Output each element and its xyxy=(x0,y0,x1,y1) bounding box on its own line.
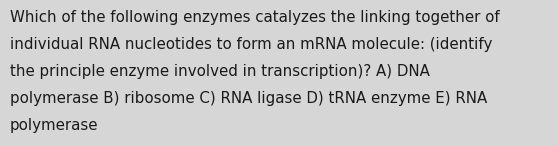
Text: Which of the following enzymes catalyzes the linking together of: Which of the following enzymes catalyzes… xyxy=(10,10,500,25)
Text: polymerase: polymerase xyxy=(10,118,99,133)
Text: the principle enzyme involved in transcription)? A) DNA: the principle enzyme involved in transcr… xyxy=(10,64,430,79)
Text: polymerase B) ribosome C) RNA ligase D) tRNA enzyme E) RNA: polymerase B) ribosome C) RNA ligase D) … xyxy=(10,91,487,106)
Text: individual RNA nucleotides to form an mRNA molecule: (identify: individual RNA nucleotides to form an mR… xyxy=(10,37,492,52)
